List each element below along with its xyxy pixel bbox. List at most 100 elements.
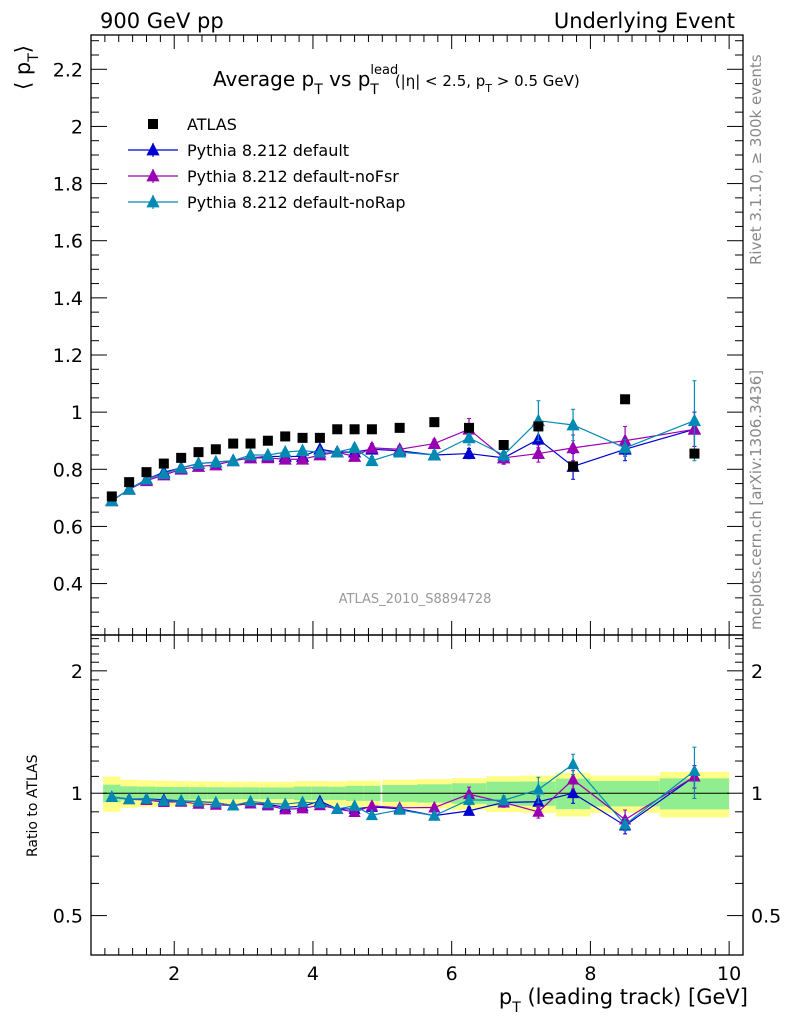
ratio-point	[567, 757, 580, 770]
ratio-tick-label-left: 2	[71, 661, 83, 683]
title-cuts-sub: T	[484, 82, 492, 95]
ratio-point	[365, 808, 378, 821]
data-point	[313, 444, 327, 458]
x-tick-label: 2	[168, 963, 180, 985]
ratio-tick-label-left: 1	[71, 783, 83, 805]
data-point	[330, 444, 344, 458]
ratio-point	[157, 794, 170, 806]
data-point	[497, 447, 511, 461]
title-sup-lead: lead	[370, 63, 398, 78]
legend-label: Pythia 8.212 default-noFsr	[187, 167, 399, 186]
data-point	[297, 432, 308, 443]
ratio-point	[619, 817, 632, 830]
legend-marker	[146, 142, 160, 156]
data-point	[278, 444, 292, 458]
data-point	[210, 444, 221, 455]
legend-item-4: Pythia 8.212 default-noRap	[128, 193, 405, 212]
data-point	[295, 452, 310, 465]
legend-label: ATLAS	[187, 115, 237, 134]
x-tick-label: 10	[717, 963, 741, 985]
data-point	[243, 447, 258, 461]
title-sub-t2: T	[369, 82, 379, 98]
ratio-point	[140, 792, 153, 804]
legend-item-3: Pythia 8.212 default-noFsr	[128, 167, 399, 186]
data-point	[262, 435, 273, 446]
ratio-point	[532, 805, 545, 817]
title-prefix: Average p	[213, 67, 314, 91]
data-point	[332, 424, 343, 435]
header-left: 900 GeV pp	[100, 9, 224, 33]
y-tick-label: 0.8	[53, 459, 83, 481]
ratio-point	[393, 803, 406, 815]
ratio-point	[428, 809, 441, 821]
analysis-watermark: ATLAS_2010_S8894728	[339, 592, 492, 607]
data-point	[568, 461, 579, 472]
ratio-point	[227, 798, 240, 811]
ratio-point	[497, 793, 510, 806]
ratio-point	[348, 805, 361, 817]
ratio-point	[567, 772, 580, 785]
y-tick-label: 1.8	[53, 174, 83, 196]
ratio-point	[296, 795, 309, 808]
data-point	[618, 440, 632, 454]
y-tick-label: 2	[71, 116, 83, 138]
data-point	[498, 440, 509, 450]
x-axis-label: pT (leading track) [GeV]	[499, 985, 748, 1016]
x-axis-label-rest: (leading track) [GeV]	[521, 985, 748, 1009]
ratio-point	[567, 786, 580, 799]
data-point	[365, 453, 379, 467]
data-point	[280, 431, 291, 442]
ratio-tick-label-right: 2	[751, 661, 763, 683]
data-point	[295, 443, 310, 457]
series-atlas	[106, 394, 700, 502]
y-tick-label: 0.6	[53, 516, 83, 538]
y-axis-label-sub: T	[26, 53, 42, 63]
series-3	[105, 380, 702, 507]
y-tick-label: 1.2	[53, 345, 83, 367]
data-point	[314, 432, 325, 443]
data-point	[193, 447, 204, 458]
legend: ATLAS Pythia 8.212 default Pythia 8.212 de…	[128, 115, 405, 212]
data-point	[566, 417, 580, 431]
ratio-point	[348, 799, 361, 811]
main-panel: 0.4 0.6 0.8 1 1.2 1.4 1.6 1.8 2 2.2	[53, 34, 744, 636]
ratio-point	[296, 801, 309, 814]
title-sub-t: T	[313, 82, 323, 98]
data-point	[464, 422, 475, 433]
ratio-panel: 0.5 0.5 1 1 2 2	[53, 634, 781, 956]
y-tick-label: 1.4	[53, 288, 83, 310]
data-point	[427, 447, 441, 461]
data-point	[531, 446, 545, 459]
x-axis-label-sub: T	[511, 1000, 521, 1016]
ratio-point	[462, 804, 476, 816]
data-point	[689, 448, 700, 459]
ratio-point	[175, 794, 188, 806]
data-point	[209, 454, 223, 468]
x-axis-label-main: p	[499, 985, 512, 1009]
data-point	[427, 436, 441, 449]
ratio-point	[313, 796, 326, 809]
legend-marker	[146, 194, 160, 208]
ratio-tick-label-right: 1	[751, 783, 763, 805]
data-point	[141, 467, 152, 478]
data-point	[394, 422, 405, 433]
legend-label: Pythia 8.212 default	[187, 141, 349, 160]
data-point	[347, 440, 362, 454]
x-tick-label: 8	[584, 963, 596, 985]
ratio-tick-label-right: 0.5	[751, 906, 781, 928]
data-point	[122, 482, 136, 495]
ratio-point	[209, 795, 222, 808]
chart-title: Average pT vs plead T (|η| < 2.5, pT > 0.5…	[213, 63, 580, 98]
y-tick-label: 1	[71, 402, 83, 424]
ratio-point	[192, 795, 205, 807]
data-point	[191, 456, 206, 469]
ratio-point	[331, 802, 344, 814]
data-point	[429, 417, 440, 428]
y-tick-label: 1.6	[53, 231, 83, 253]
data-point	[124, 477, 135, 488]
data-point	[462, 446, 476, 459]
ratio-y-axis-label: Ratio to ATLAS	[25, 754, 41, 857]
legend-marker	[148, 119, 158, 129]
data-point	[533, 421, 544, 432]
